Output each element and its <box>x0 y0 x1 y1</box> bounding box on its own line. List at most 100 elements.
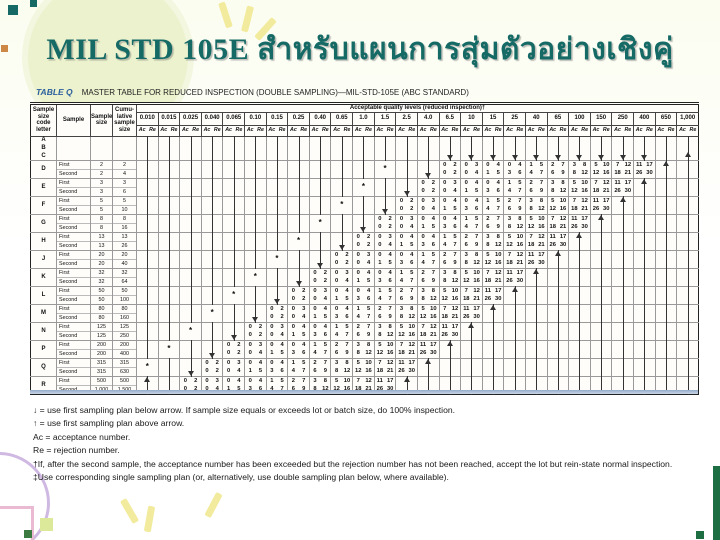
ac-re-cell: 11 17 26 30 <box>546 231 570 251</box>
up-arrow-icon <box>633 177 656 197</box>
aql-column-header: 400 <box>633 111 656 126</box>
arrow-line <box>136 321 159 341</box>
aql-column-header: 0.065 <box>222 111 246 126</box>
arrow-line <box>460 357 483 377</box>
arrow-line <box>633 143 656 154</box>
arrow-line <box>611 249 635 269</box>
code-letter-cell: Q <box>30 357 57 377</box>
arrow-line <box>179 339 202 359</box>
asterisk-use-single-plan: * <box>287 231 310 251</box>
arrow-line <box>611 321 635 341</box>
arrow-line <box>546 357 570 377</box>
code-letter-cell: P <box>30 339 57 359</box>
arrow-line <box>265 231 289 251</box>
arrow-line <box>654 231 678 251</box>
arrow-line <box>179 249 202 269</box>
arrow-line <box>244 177 267 197</box>
arrow-line <box>568 285 591 305</box>
ac-re-header: Ac Re <box>568 124 591 137</box>
sample-info-cell: 125 125 <box>90 321 113 341</box>
arrow-line <box>633 339 656 359</box>
arrow-line <box>654 213 678 233</box>
arrow-line <box>157 159 181 179</box>
arrow-line <box>287 195 310 215</box>
ac-re-cell: 3 8 8 12 <box>460 249 483 269</box>
table-row-F: F First Second 5 5 5 10 * 0 2 0 2 0 3 0 4 0 4 1 5 0 4 3 6 1 5 4 7 2 7… <box>30 195 700 215</box>
ac-re-cell: 11 17 26 30 <box>503 267 526 287</box>
sample-info-cell: 13 13 <box>90 231 113 251</box>
down-arrow-icon <box>481 151 505 161</box>
arrow-line <box>503 303 526 323</box>
arrow-line <box>676 357 700 377</box>
arrow-line <box>524 135 548 146</box>
arrow-line <box>244 213 267 233</box>
arrow-line <box>503 321 526 341</box>
ac-re-cell: 11 17 26 30 <box>395 357 418 377</box>
ac-re-cell: 5 10 12 16 <box>589 159 613 179</box>
arrow-line <box>222 213 246 233</box>
down-arrow-icon <box>330 231 354 251</box>
arrow-line <box>633 231 656 251</box>
table-row-C: C <box>30 151 700 161</box>
aql-column-header: 1.5 <box>373 111 397 126</box>
ac-re-cell: 5 10 12 16 <box>503 231 526 251</box>
asterisk-use-single-plan: * <box>308 213 332 233</box>
code-letter-cell: H <box>30 231 57 251</box>
master-table-container: Sample size code letter Sample Sample size… <box>30 102 700 395</box>
table-row-A: A <box>30 135 700 146</box>
down-arrow-icon <box>524 151 548 161</box>
asterisk-use-single-plan: * <box>352 177 375 197</box>
arrow-line <box>568 321 591 341</box>
arrow-line <box>589 267 613 287</box>
square-decoration <box>30 0 37 7</box>
page-title: MIL STD 105E สำหรับแผนการสุ่มตัวอย่างเชิ… <box>46 33 674 66</box>
arrow-line <box>179 303 202 323</box>
arrow-line <box>373 177 397 197</box>
ac-re-cell: 7 12 18 21 <box>373 357 397 377</box>
arrow-line <box>589 249 613 269</box>
up-arrow-icon <box>416 357 440 377</box>
ac-re-cell: 5 10 12 16 <box>438 285 462 305</box>
arrow-line <box>222 195 246 215</box>
sample-info-cell <box>112 135 137 145</box>
ac-re-header: Ac Re <box>200 124 224 137</box>
table-row-N: N First Second 125 125 125 250 * 0 2 0 2 0 3 0 4 0 4 1 5 0 4 3… <box>30 321 700 341</box>
sample-info-cell <box>112 152 137 161</box>
down-arrow-icon <box>308 249 332 269</box>
arrow-line <box>589 339 613 359</box>
ac-re-cell: 7 12 18 21 <box>546 213 570 233</box>
ac-re-cell: 7 12 18 21 <box>438 303 462 323</box>
table-row-E: E First Second 3 3 3 6 * 0 2 0 2 0 3 0 4 0 4 1 5 0 4 3 6 1 5 4 7 2 7 6… <box>30 177 700 197</box>
arrow-line <box>179 285 202 305</box>
aql-column-header: 65 <box>546 111 570 126</box>
arrow-line <box>676 143 700 154</box>
sample-info-cell: 200 200 <box>90 339 113 359</box>
down-arrow-icon <box>287 267 310 287</box>
arrow-line <box>308 231 332 251</box>
arrow-line <box>287 213 310 233</box>
arrow-line <box>633 321 656 341</box>
table-row-M: M First Second 80 80 80 160 * 0 2 0 2 0 3 0 4 0 4 1 5 0 4 3 6 1 5… <box>30 303 700 323</box>
code-letter-cell: M <box>30 303 57 323</box>
arrow-line <box>438 357 462 377</box>
ac-re-cell: 11 17 26 30 <box>416 339 440 359</box>
up-arrow-icon <box>481 303 505 323</box>
table-caption: TABLE Q MASTER TABLE FOR REDUCED INSPECTI… <box>36 87 696 97</box>
arrow-line <box>676 339 700 359</box>
aql-column-header: 0.40 <box>308 111 332 126</box>
arrow-line <box>373 151 397 161</box>
code-letter-cell: G <box>30 213 57 233</box>
arrow-line <box>676 249 700 269</box>
arrow-line <box>308 195 332 215</box>
sample-info-cell: 20 40 <box>112 249 137 269</box>
arrow-line <box>654 249 678 269</box>
